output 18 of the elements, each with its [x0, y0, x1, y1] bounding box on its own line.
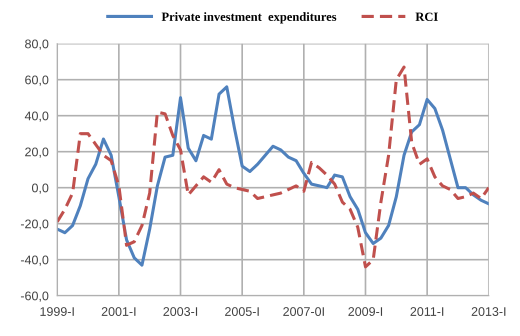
- y-tick-label: 80,0: [25, 39, 48, 50]
- y-tick-label: 60,0: [25, 75, 48, 86]
- x-tick-label: 2001-I: [102, 307, 136, 316]
- y-tick-label: -40,0: [20, 255, 48, 266]
- x-tick-label: 2009-I: [348, 307, 382, 316]
- x-tick-label: 2013-I: [472, 307, 506, 316]
- legend-label: Private investment expenditures: [162, 12, 336, 24]
- x-tick-label: 1999-I: [40, 307, 74, 316]
- x-tick-label: 2005-I: [225, 307, 259, 316]
- y-tick-label: 40,0: [24, 111, 48, 122]
- x-tick-label: 2007-0I: [283, 307, 324, 316]
- y-tick-label: -20,0: [20, 219, 48, 230]
- y-tick-label: -60,0: [20, 291, 48, 302]
- y-tick-label: 20,0: [25, 147, 48, 158]
- y-tick-label: 0,0: [32, 183, 48, 194]
- x-tick-label: 2011-I: [410, 307, 444, 316]
- x-tick-label: 2003-I: [163, 307, 198, 316]
- legend-label: RCI: [416, 12, 438, 21]
